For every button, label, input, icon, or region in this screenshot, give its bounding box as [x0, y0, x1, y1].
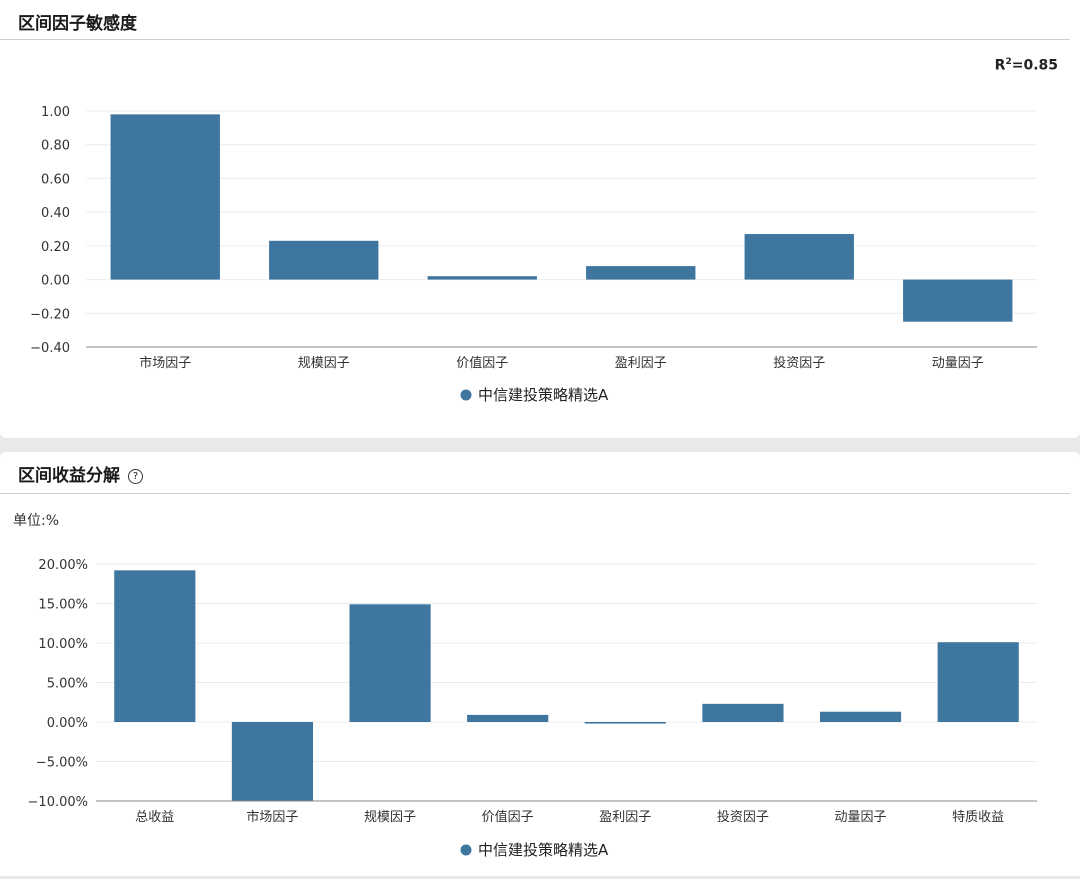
- x-tick-label: 市场因子: [139, 355, 191, 371]
- bar-8: [937, 642, 1019, 722]
- bar-5: [744, 234, 854, 280]
- r2-superscript: 2: [1005, 57, 1012, 67]
- legend-marker: [460, 844, 472, 856]
- bar-1: [110, 114, 220, 280]
- panel-title-text: 区间收益分解: [18, 466, 120, 486]
- return-decomposition-panel: 区间收益分解? 单位:% 20.00% 15.00% 10.00% 5.00% 0.00…: [0, 452, 1080, 876]
- factor-sensitivity-chart: 1.00 0.80 0.60 0.40 0.20 0.00 −0.20 −0.40 市场因子 规模…: [30, 105, 1037, 404]
- x-tick-label: 特质收益: [952, 810, 1004, 825]
- bar-6: [702, 703, 784, 722]
- bar-3: [427, 276, 537, 280]
- x-tick-label: 投资因子: [773, 355, 825, 371]
- y-tick-label: −5.00%: [36, 756, 88, 771]
- legend-label: 中信建投策略精选A: [478, 841, 609, 859]
- y-tick-label: 1.00: [41, 105, 70, 120]
- unit-label: 单位:%: [13, 513, 60, 529]
- title-divider: [0, 39, 1070, 40]
- y-tick-label: 15.00%: [38, 598, 88, 613]
- x-tick-label: 规模因子: [364, 810, 416, 825]
- x-tick-label: 市场因子: [246, 809, 298, 825]
- return-decomposition-chart: 20.00% 15.00% 10.00% 5.00% 0.00% −5.00% −10.00…: [28, 558, 1037, 859]
- r2-value: =0.85: [1011, 57, 1058, 74]
- bar-3: [349, 604, 431, 722]
- x-tick-label: 价值因子: [482, 809, 534, 825]
- x-tick-label: 投资因子: [717, 809, 769, 825]
- panel-title: 区间因子敏感度: [18, 14, 137, 34]
- factor-sensitivity-panel: 区间因子敏感度 R2=0.85 1.00 0.80 0.60 0.40 0.20 0.00…: [0, 0, 1080, 438]
- bar-6: [903, 279, 1013, 322]
- panel-title: 区间收益分解?: [18, 461, 143, 486]
- y-tick-label: 0.60: [41, 172, 70, 187]
- y-tick-label: 0.00: [41, 274, 70, 289]
- bar-5: [584, 722, 666, 724]
- x-tick-label: 规模因子: [298, 356, 350, 371]
- y-tick-label: 20.00%: [38, 558, 88, 573]
- y-tick-label: 5.00%: [47, 677, 88, 692]
- y-tick-label: 0.80: [41, 139, 70, 154]
- x-tick-label: 总收益: [135, 810, 174, 825]
- y-tick-label: 10.00%: [38, 637, 88, 652]
- y-tick-label: −10.00%: [28, 795, 88, 810]
- r-squared-label: R2=0.85: [995, 57, 1058, 74]
- bar-4: [467, 714, 549, 722]
- y-tick-label: 0.20: [41, 240, 70, 255]
- legend-marker: [460, 389, 472, 401]
- bar-4: [586, 266, 696, 280]
- bar-7: [819, 711, 902, 722]
- bar-1: [114, 570, 196, 722]
- y-tick-label: −0.20: [30, 307, 70, 322]
- x-tick-label: 盈利因子: [599, 810, 651, 825]
- r2-symbol: R: [994, 57, 1006, 74]
- x-tick-label: 价值因子: [456, 355, 508, 371]
- x-tick-label: 盈利因子: [615, 356, 667, 371]
- title-divider: [0, 493, 1070, 494]
- y-tick-label: 0.00%: [47, 716, 88, 731]
- help-icon[interactable]: ?: [128, 469, 143, 484]
- x-tick-label: 动量因子: [932, 356, 984, 371]
- x-tick-label: 动量因子: [835, 810, 887, 825]
- bar-2: [269, 240, 379, 280]
- y-tick-label: 0.40: [41, 206, 70, 221]
- legend-label: 中信建投策略精选A: [478, 386, 609, 404]
- bar-2: [231, 722, 314, 801]
- y-tick-label: −0.40: [30, 341, 70, 356]
